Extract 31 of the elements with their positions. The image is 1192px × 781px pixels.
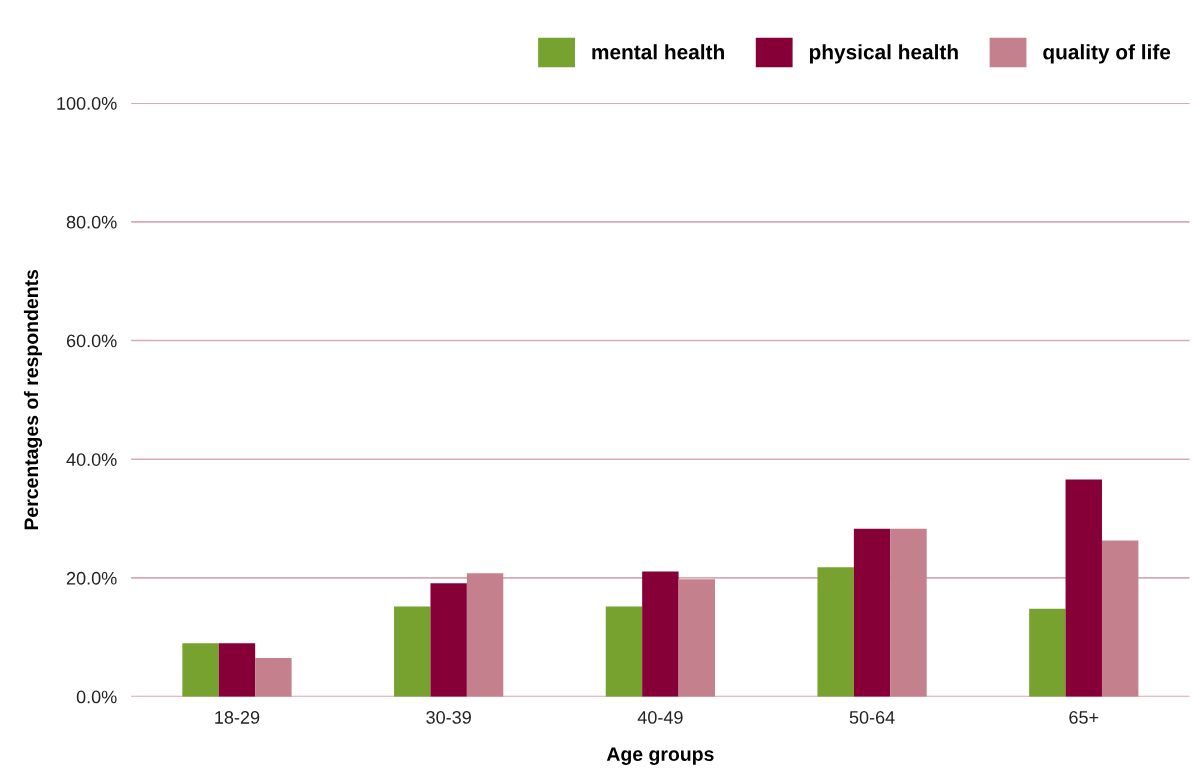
bar bbox=[466, 573, 504, 697]
bar bbox=[394, 606, 431, 697]
bar bbox=[1101, 540, 1139, 697]
y-tick-label: 80.0% bbox=[66, 215, 117, 229]
bar bbox=[255, 658, 292, 697]
bar bbox=[853, 528, 891, 697]
legend-label: physical health bbox=[809, 44, 958, 64]
legend-label: quality of life bbox=[1043, 44, 1171, 64]
y-tick-label: 20.0% bbox=[66, 571, 117, 585]
y-tick-label: 100.0% bbox=[57, 97, 117, 110]
y-tick-label: 0.0% bbox=[76, 690, 117, 704]
bar bbox=[1065, 479, 1102, 697]
bar bbox=[1029, 608, 1066, 697]
bar bbox=[430, 583, 467, 697]
bar bbox=[642, 571, 679, 697]
bar bbox=[817, 567, 854, 697]
bar bbox=[218, 643, 256, 697]
y-tick-label: 40.0% bbox=[66, 453, 117, 466]
x-tick-label: 30-39 bbox=[426, 711, 471, 724]
x-axis-title: Age groups bbox=[606, 747, 714, 765]
bar bbox=[678, 579, 715, 697]
x-tick-label: 65+ bbox=[1069, 711, 1099, 724]
y-axis-title: Percentages of respondents bbox=[23, 269, 43, 530]
x-tick-label: 18-29 bbox=[215, 711, 260, 724]
bar bbox=[605, 606, 643, 697]
y-tick-label: 60.0% bbox=[66, 334, 117, 348]
bar bbox=[890, 528, 927, 697]
x-tick-label: 50-64 bbox=[849, 711, 895, 724]
bar bbox=[182, 643, 219, 697]
legend-label: mental health bbox=[592, 44, 724, 60]
x-tick-label: 40-49 bbox=[637, 711, 683, 724]
